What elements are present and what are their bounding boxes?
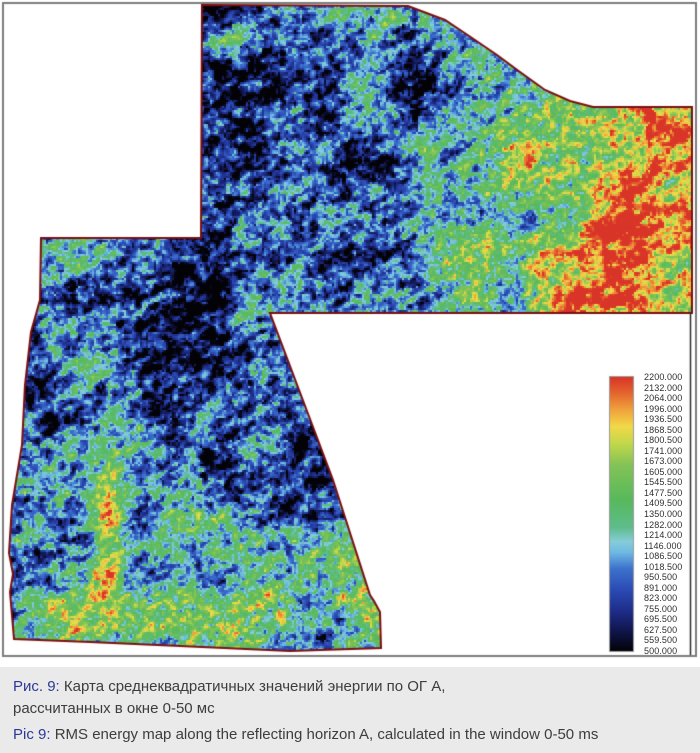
caption-ru-text-line2: рассчитанных в окне 0-50 мс — [13, 699, 215, 717]
caption-english: Pic 9: RMS energy map along the reflecti… — [13, 724, 686, 746]
caption-en-text: RMS energy map along the reflecting hori… — [54, 726, 599, 743]
caption-russian: Рис. 9: Карта среднеквадратичных значени… — [13, 676, 686, 719]
caption-en-label: Pic 9: — [13, 726, 51, 743]
rms-energy-map-canvas — [0, 0, 700, 661]
caption-ru-text-line1: Карта среднеквадратичных значений энерги… — [63, 678, 446, 695]
caption-ru-label: Рис. 9: — [13, 678, 60, 695]
caption-panel: Рис. 9: Карта среднеквадратичных значени… — [0, 667, 700, 753]
